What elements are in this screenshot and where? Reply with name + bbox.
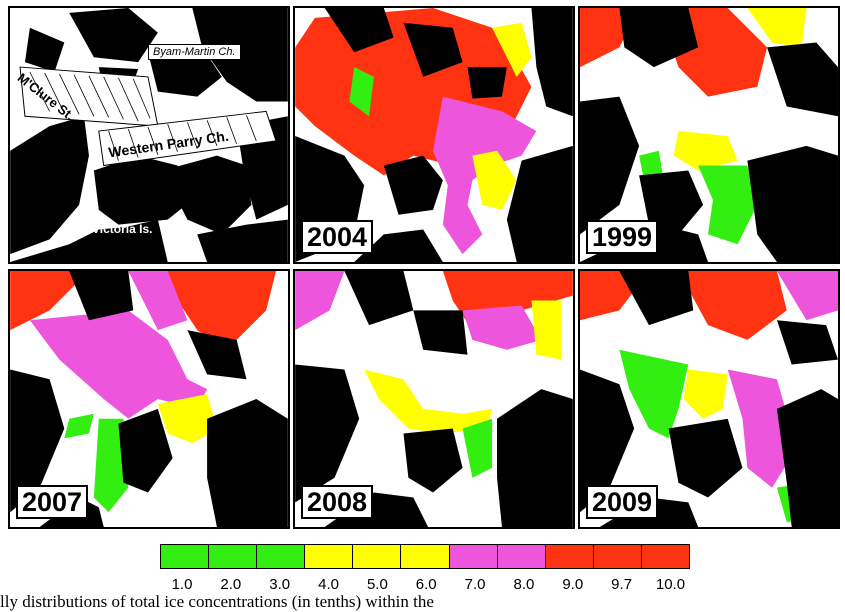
ice-magenta: [295, 271, 345, 331]
ice-yellow: [472, 150, 517, 210]
ice-green: [619, 349, 689, 439]
ice-map-2008: 2008: [293, 269, 575, 529]
legend-tick-label: 2.0: [220, 576, 242, 593]
legend-tick-label: 4.0: [318, 576, 339, 593]
legend-swatch: [593, 545, 642, 568]
ice-green: [462, 418, 493, 478]
year-label-2007: 2007: [16, 485, 89, 519]
label-victoria-island: Victoria Is.: [92, 222, 153, 236]
year-label-2004: 2004: [301, 220, 374, 254]
ice-green: [349, 67, 374, 117]
legend-swatch: [401, 545, 450, 568]
legend-tick-label: 8.0: [513, 576, 535, 593]
legend-swatch: [257, 545, 306, 568]
ice-yellow: [157, 394, 217, 444]
ice-map-1999: 1999: [578, 6, 840, 264]
legend-tick-label: 5.0: [366, 576, 388, 593]
legend-tick-label: 7.0: [464, 576, 486, 593]
legend-tick-label: 3.0: [269, 576, 291, 593]
base-map-panel: M'Clure St. Western Parry Ch. Victoria I…: [8, 6, 290, 264]
year-label-2008: 2008: [301, 485, 374, 519]
legend-swatch: [353, 545, 402, 568]
legend-tick-label: 6.0: [415, 576, 437, 593]
channel-hatch: [19, 66, 277, 167]
legend-swatch: [449, 545, 498, 568]
legend-swatch: [161, 545, 210, 568]
legend-swatch: [641, 545, 690, 568]
land: [10, 271, 288, 527]
ice-magenta: [433, 96, 537, 255]
ice-green: [93, 418, 129, 513]
legend-swatch: [209, 545, 258, 568]
legend-tick-label: 9.7: [611, 576, 633, 593]
ice-magenta: [776, 271, 838, 321]
ice-green: [698, 165, 758, 245]
ice-red: [10, 271, 89, 331]
caption-text: lly distributions of total ice concentra…: [0, 592, 434, 611]
ice-yellow: [531, 300, 562, 360]
ice-magenta: [29, 310, 208, 419]
callout-byam-martin-channel: Byam-Martin Ch.: [148, 44, 241, 60]
year-label-2009: 2009: [586, 485, 659, 519]
ice-map-2007: 2007: [8, 269, 290, 529]
legend-tick-label: 1.0: [171, 576, 193, 593]
concentration-color-bar: [160, 544, 690, 569]
legend-swatch: [545, 545, 594, 568]
legend-swatch: [305, 545, 354, 568]
ice-map-2004: 2004: [293, 6, 575, 264]
legend-tick-label: 9.0: [562, 576, 584, 593]
legend-swatch: [497, 545, 546, 568]
land: [580, 8, 838, 262]
land: [295, 8, 573, 262]
legend-tick-label: 10.0: [655, 576, 686, 593]
land: [580, 271, 838, 527]
ice-yellow: [747, 8, 807, 48]
year-label-1999: 1999: [586, 220, 659, 254]
ice-yellow: [683, 369, 728, 419]
ice-map-2009: 2009: [578, 269, 840, 529]
